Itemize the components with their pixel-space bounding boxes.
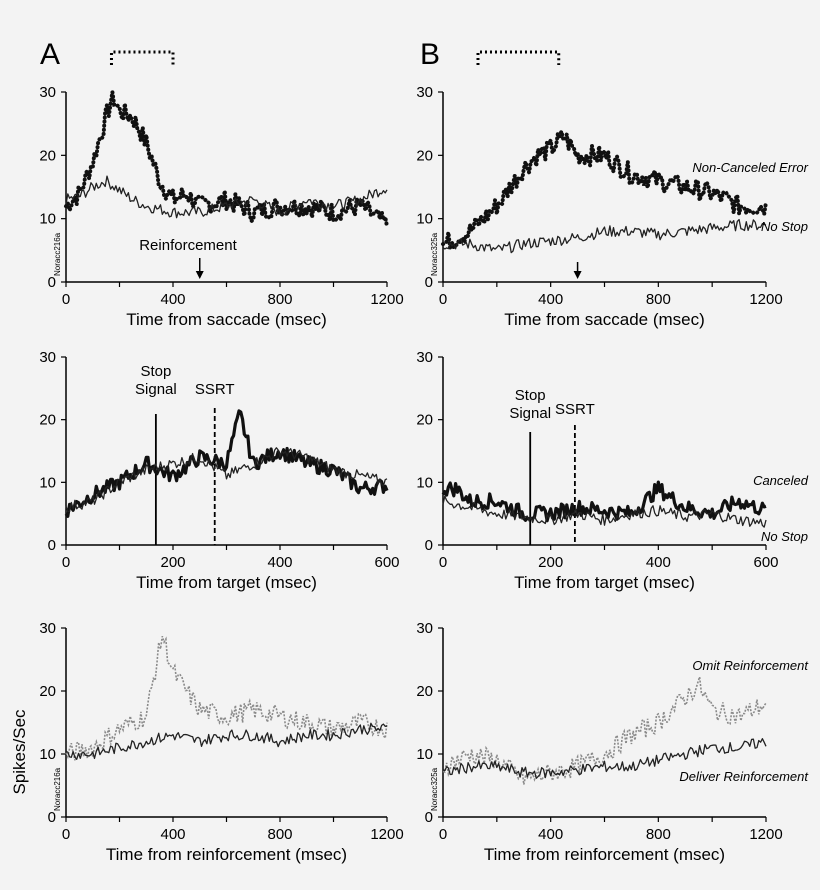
y-axis-label-shared: Spikes/Sec bbox=[10, 709, 29, 795]
series-no-stop bbox=[442, 495, 767, 528]
y-tick-label: 30 bbox=[416, 620, 433, 637]
series-non-canceled-error bbox=[441, 124, 768, 252]
x-tick-label: 400 bbox=[160, 291, 185, 308]
series-omit-reinforcement bbox=[442, 676, 767, 785]
ssrt-label: SSRT bbox=[555, 401, 595, 418]
y-tick-label: 0 bbox=[425, 809, 433, 826]
x-tick-label: 0 bbox=[62, 826, 70, 843]
x-axis-label: Time from saccade (msec) bbox=[504, 310, 705, 329]
panel-letter: A bbox=[40, 38, 60, 71]
y-tick-label: 10 bbox=[39, 474, 56, 491]
chart-a3: 0 10 20 30 0 400 800 1200 Time from reinforcemen… bbox=[39, 620, 403, 864]
arrow-head bbox=[573, 271, 582, 279]
x-tick-label: 800 bbox=[646, 826, 671, 843]
x-tick-label: 400 bbox=[160, 826, 185, 843]
unit-label: Noracc216a bbox=[53, 767, 62, 811]
y-tick-label: 20 bbox=[39, 147, 56, 164]
x-axis-label: Time from saccade (msec) bbox=[126, 310, 327, 329]
x-tick-label: 400 bbox=[646, 554, 671, 571]
unit-label: Noracc325a bbox=[430, 232, 439, 276]
series-deliver-reinforcement bbox=[65, 722, 388, 760]
x-tick-label: 600 bbox=[753, 554, 778, 571]
x-tick-label: 600 bbox=[374, 554, 399, 571]
series-no-stop bbox=[442, 218, 767, 254]
x-tick-label: 0 bbox=[439, 291, 447, 308]
signal-label: Signal bbox=[135, 381, 177, 398]
panel-letter: B bbox=[420, 38, 440, 71]
x-tick-label: 200 bbox=[538, 554, 563, 571]
chart-b1: 0 10 20 30 0 400 800 1200 Time from saccade (mse… bbox=[416, 38, 808, 329]
x-tick-label: 1200 bbox=[370, 291, 403, 308]
bracket bbox=[109, 50, 175, 65]
y-tick-label: 0 bbox=[425, 537, 433, 554]
legend-no-stop: No Stop bbox=[761, 219, 808, 234]
chart-a2: 0 10 20 30 0 200 400 600 Time from target (msec)… bbox=[39, 349, 399, 592]
series-no-stop bbox=[65, 175, 388, 219]
x-axis-label: Time from target (msec) bbox=[514, 573, 695, 592]
series-deliver-reinforcement bbox=[442, 738, 767, 779]
legend-omit-reinforcement: Omit Reinforcement bbox=[692, 658, 809, 673]
x-tick-label: 0 bbox=[62, 291, 70, 308]
x-tick-label: 400 bbox=[538, 826, 563, 843]
x-tick-label: 200 bbox=[160, 554, 185, 571]
y-tick-label: 10 bbox=[416, 746, 433, 763]
y-tick-label: 10 bbox=[416, 211, 433, 228]
x-tick-label: 400 bbox=[267, 554, 292, 571]
y-tick-label: 20 bbox=[416, 147, 433, 164]
y-tick-label: 10 bbox=[39, 211, 56, 228]
y-tick-label: 0 bbox=[48, 809, 56, 826]
y-tick-label: 20 bbox=[39, 412, 56, 429]
legend-non-canceled-error: Non-Canceled Error bbox=[692, 160, 808, 175]
x-axis-label: Time from target (msec) bbox=[136, 573, 317, 592]
x-tick-label: 0 bbox=[439, 826, 447, 843]
chart-b3: 0 10 20 30 0 400 800 1200 Time from reinforcemen… bbox=[416, 620, 809, 864]
y-tick-label: 0 bbox=[425, 274, 433, 291]
signal-label: Signal bbox=[509, 405, 551, 422]
unit-label: Noracc216a bbox=[53, 232, 62, 276]
y-tick-label: 20 bbox=[39, 683, 56, 700]
y-tick-label: 30 bbox=[416, 84, 433, 101]
x-tick-label: 400 bbox=[538, 291, 563, 308]
series-non-canceled-error bbox=[64, 91, 389, 229]
y-tick-label: 0 bbox=[48, 537, 56, 554]
chart-b2: 0 10 20 30 0 200 400 600 Time from target (msec)… bbox=[416, 349, 808, 592]
ssrt-label: SSRT bbox=[195, 381, 235, 398]
annotation-reinforcement: Reinforcement bbox=[139, 237, 237, 254]
y-tick-label: 30 bbox=[39, 349, 56, 366]
series-no-stop bbox=[65, 447, 388, 513]
stop-label: Stop bbox=[515, 387, 546, 404]
legend-canceled: Canceled bbox=[753, 473, 809, 488]
x-tick-label: 800 bbox=[267, 291, 292, 308]
x-tick-label: 800 bbox=[646, 291, 671, 308]
chart-a1: 0 10 20 30 0 400 800 1200 Time from saccade (mse… bbox=[39, 38, 403, 329]
x-axis-label: Time from reinforcement (msec) bbox=[106, 845, 347, 864]
arrow-head bbox=[195, 271, 204, 279]
x-tick-label: 800 bbox=[267, 826, 292, 843]
y-tick-label: 30 bbox=[416, 349, 433, 366]
stop-label: Stop bbox=[140, 363, 171, 380]
x-tick-label: 1200 bbox=[370, 826, 403, 843]
bracket bbox=[476, 50, 561, 65]
y-tick-label: 30 bbox=[39, 84, 56, 101]
legend-no-stop: No Stop bbox=[761, 529, 808, 544]
series-canceled bbox=[64, 409, 389, 518]
y-tick-label: 30 bbox=[39, 620, 56, 637]
y-tick-label: 0 bbox=[48, 274, 56, 291]
x-tick-label: 0 bbox=[62, 554, 70, 571]
x-tick-label: 1200 bbox=[749, 291, 782, 308]
x-tick-label: 0 bbox=[439, 554, 447, 571]
series-canceled bbox=[441, 480, 767, 523]
y-tick-label: 10 bbox=[39, 746, 56, 763]
x-axis-label: Time from reinforcement (msec) bbox=[484, 845, 725, 864]
y-tick-label: 20 bbox=[416, 412, 433, 429]
series-omit-reinforcement bbox=[65, 635, 388, 761]
y-tick-label: 10 bbox=[416, 474, 433, 491]
legend-deliver-reinforcement: Deliver Reinforcement bbox=[679, 769, 809, 784]
y-tick-label: 20 bbox=[416, 683, 433, 700]
x-tick-label: 1200 bbox=[749, 826, 782, 843]
unit-label: Noracc325a bbox=[430, 767, 439, 811]
